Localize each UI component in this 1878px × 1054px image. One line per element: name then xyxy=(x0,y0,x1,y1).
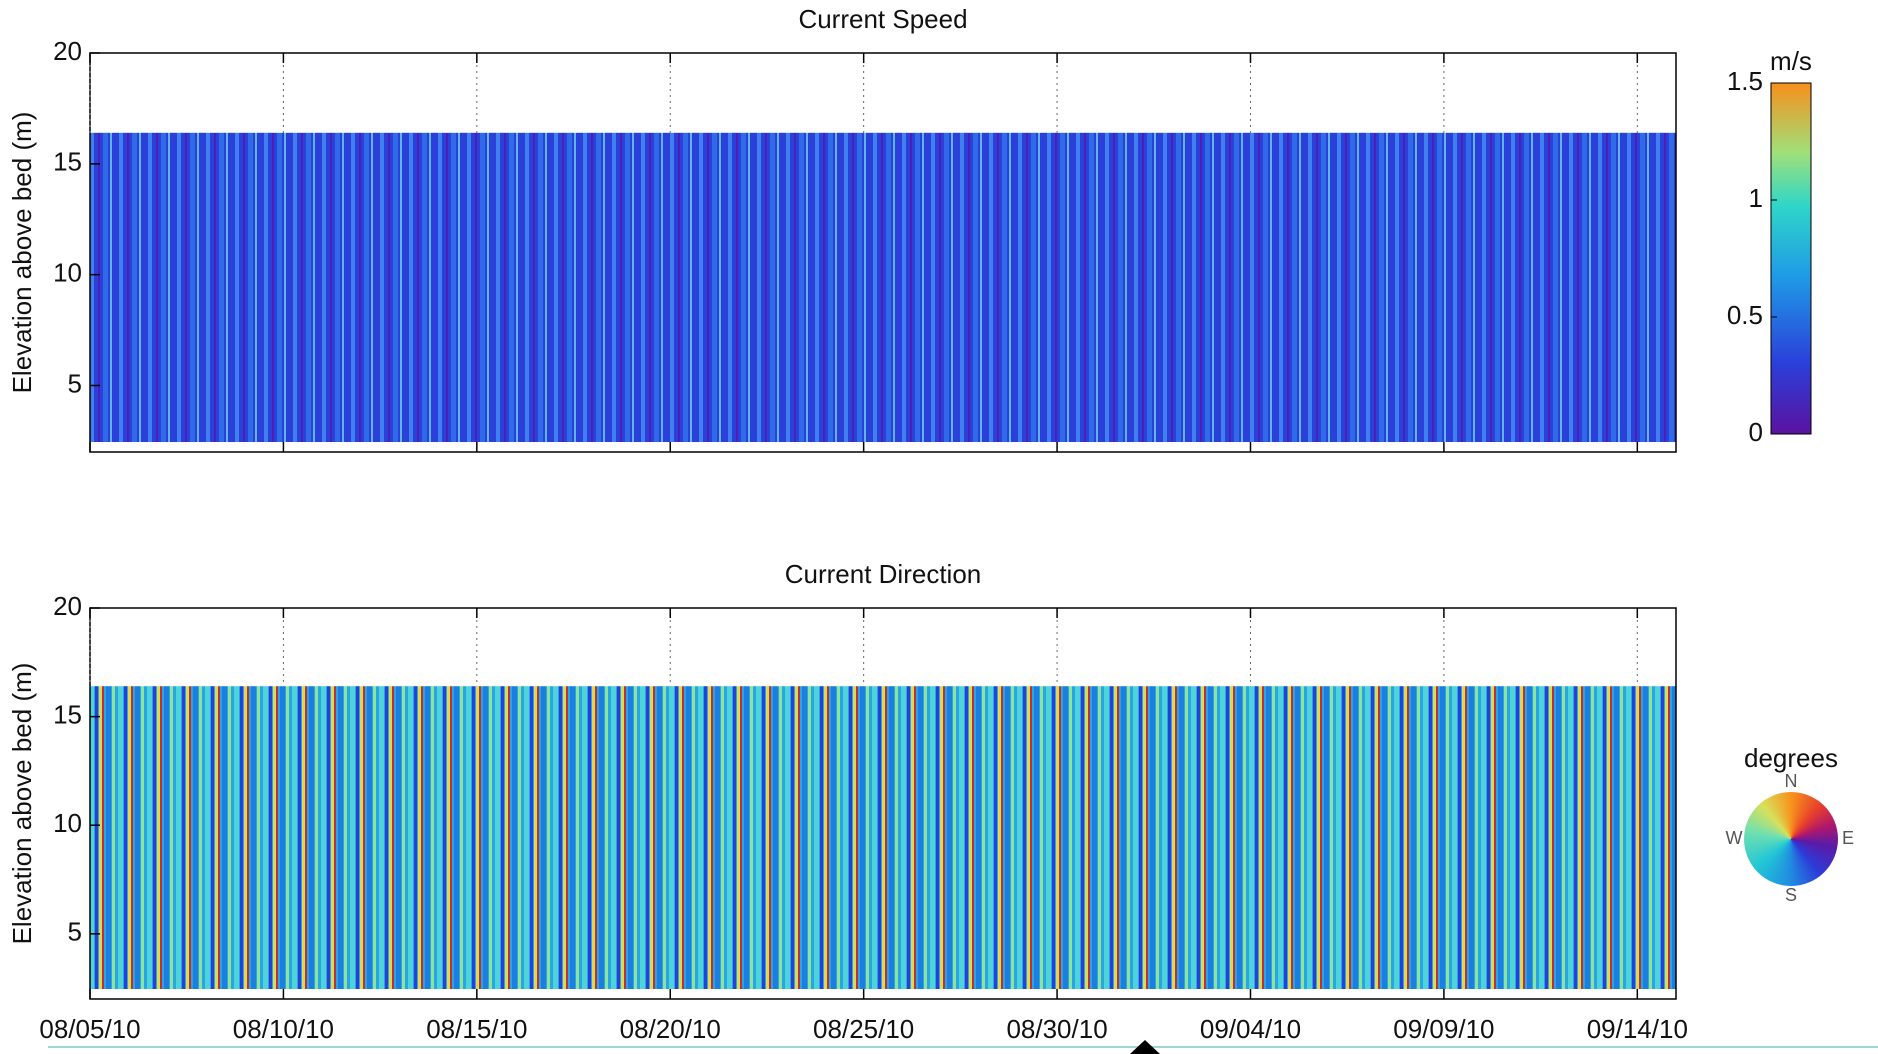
colorwheel-label: degrees xyxy=(1744,743,1838,773)
y-tick-label: 15 xyxy=(53,699,82,729)
colorbar-tick-label: 1.5 xyxy=(1727,66,1763,96)
y-tick-label: 5 xyxy=(68,368,82,398)
heatmap-field xyxy=(90,132,1676,443)
compass-label: E xyxy=(1842,828,1854,848)
y-axis-label: Elevation above bed (m) xyxy=(7,112,37,394)
x-tick-label: 08/15/10 xyxy=(426,1014,527,1044)
y-tick-label: 15 xyxy=(53,147,82,177)
colorbar-tick-label: 0 xyxy=(1749,417,1763,447)
x-tick-label: 09/09/10 xyxy=(1393,1014,1494,1044)
chart-title: Current Speed xyxy=(798,4,967,34)
x-tick-label: 08/05/10 xyxy=(39,1014,140,1044)
plot-frame xyxy=(89,52,1677,453)
compass-label: W xyxy=(1726,828,1743,848)
x-tick-label: 08/25/10 xyxy=(813,1014,914,1044)
compass-label: N xyxy=(1785,771,1798,791)
colorbar-tick-label: 1 xyxy=(1749,183,1763,213)
x-tick-label: 08/10/10 xyxy=(233,1014,334,1044)
compass-label: S xyxy=(1785,885,1797,905)
heatmap-field xyxy=(90,686,1676,989)
cursor xyxy=(1130,1040,1160,1054)
colorbar xyxy=(1770,82,1812,435)
x-tick-label: 09/14/10 xyxy=(1587,1014,1688,1044)
y-tick-label: 20 xyxy=(53,36,82,66)
direction-wheel xyxy=(1744,792,1838,886)
y-tick-label: 5 xyxy=(68,917,82,947)
x-tick-label: 08/30/10 xyxy=(1006,1014,1107,1044)
colorbar-label: m/s xyxy=(1770,46,1812,76)
chart-title: Current Direction xyxy=(785,559,982,589)
colorbar-tick-label: 0.5 xyxy=(1727,300,1763,330)
x-tick-label: 09/04/10 xyxy=(1200,1014,1301,1044)
y-tick-label: 20 xyxy=(53,591,82,621)
y-tick-label: 10 xyxy=(53,258,82,288)
y-axis-label: Elevation above bed (m) xyxy=(7,663,37,945)
plot-frame xyxy=(89,607,1677,1000)
y-tick-label: 10 xyxy=(53,808,82,838)
x-tick-label: 08/20/10 xyxy=(620,1014,721,1044)
